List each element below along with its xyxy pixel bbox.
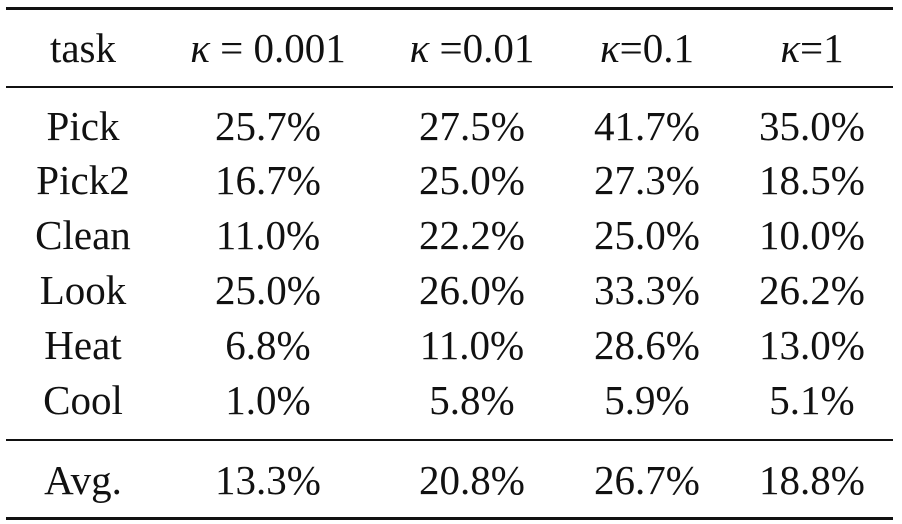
table-cell: 41.7% — [594, 103, 700, 149]
table-cell: 25.7% — [215, 103, 321, 149]
table-cell: 22.2% — [419, 212, 525, 258]
header-value: = 0.001 — [209, 25, 346, 71]
table-cell: 27.3% — [594, 157, 700, 203]
header-kappa-1: κ=1 — [732, 20, 892, 76]
average-label: Avg. — [44, 457, 122, 503]
task-name: Pick2 — [36, 157, 130, 203]
table-cell: 16.7% — [215, 157, 321, 203]
average-rule — [6, 439, 893, 441]
top-rule — [6, 7, 893, 10]
table-row: Pick 25.7% 27.5% 41.7% 35.0% — [0, 99, 902, 153]
table-row: Clean 11.0% 22.2% 25.0% 10.0% — [0, 208, 902, 262]
table-cell: 1.0% — [225, 377, 311, 423]
header-kappa-01: κ=0.1 — [572, 20, 722, 76]
table-cell: 26.0% — [419, 267, 525, 313]
table-cell: 5.8% — [429, 377, 515, 423]
average-cell: 26.7% — [594, 457, 700, 503]
table-cell: 27.5% — [419, 103, 525, 149]
table-row: Pick2 16.7% 25.0% 27.3% 18.5% — [0, 153, 902, 207]
header-value: =1 — [800, 25, 844, 71]
kappa-symbol: κ — [780, 25, 801, 71]
table-row: Look 25.0% 26.0% 33.3% 26.2% — [0, 263, 902, 317]
table-cell: 25.0% — [215, 267, 321, 313]
table-cell: 28.6% — [594, 322, 700, 368]
table-cell: 35.0% — [759, 103, 865, 149]
table-cell: 6.8% — [225, 322, 311, 368]
table-cell: 25.0% — [594, 212, 700, 258]
table-cell: 11.0% — [215, 212, 321, 258]
kappa-symbol: κ — [599, 25, 620, 71]
table-cell: 26.2% — [759, 267, 865, 313]
table-cell: 33.3% — [594, 267, 700, 313]
table-cell: 5.9% — [604, 377, 690, 423]
header-task: task — [49, 25, 117, 71]
table-cell: 11.0% — [419, 322, 525, 368]
table-header-row: task κ = 0.001 κ =0.01 κ=0.1 κ=1 — [0, 20, 902, 76]
task-name: Pick — [46, 103, 120, 149]
average-cell: 18.8% — [759, 457, 865, 503]
table-cell: 5.1% — [769, 377, 855, 423]
header-kappa-001: κ =0.01 — [382, 20, 562, 76]
table-cell: 18.5% — [759, 157, 865, 203]
kappa-symbol: κ — [409, 25, 430, 71]
task-name: Cool — [43, 377, 123, 423]
average-cell: 13.3% — [215, 457, 321, 503]
table-cell: 13.0% — [759, 322, 865, 368]
bottom-rule — [6, 517, 893, 520]
table-cell: 10.0% — [759, 212, 865, 258]
task-name: Heat — [44, 322, 122, 368]
task-name: Clean — [35, 212, 131, 258]
average-cell: 20.8% — [419, 457, 525, 503]
header-rule — [6, 86, 893, 88]
table-row: Heat 6.8% 11.0% 28.6% 13.0% — [0, 318, 902, 372]
header-value: =0.01 — [429, 25, 535, 71]
table-cell: 25.0% — [419, 157, 525, 203]
task-name: Look — [39, 267, 127, 313]
average-row: Avg. 13.3% 20.8% 26.7% 18.8% — [0, 451, 902, 509]
header-value: =0.1 — [619, 25, 695, 71]
kappa-symbol: κ — [190, 25, 210, 71]
header-kappa-0001: κ = 0.001 — [168, 20, 368, 76]
table-row: Cool 1.0% 5.8% 5.9% 5.1% — [0, 373, 902, 427]
